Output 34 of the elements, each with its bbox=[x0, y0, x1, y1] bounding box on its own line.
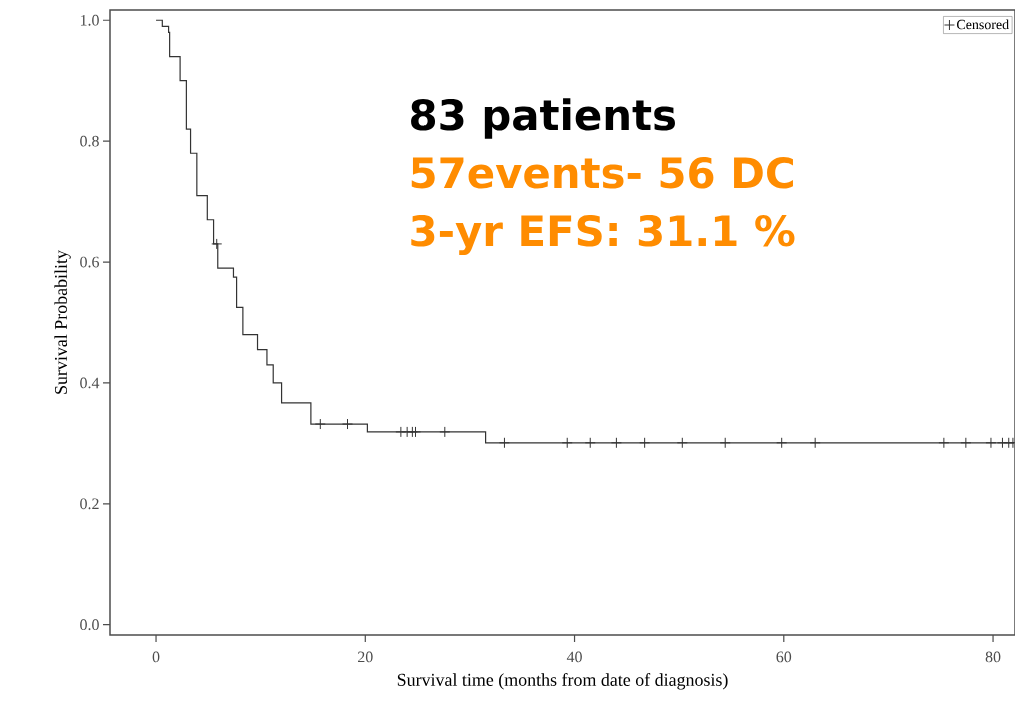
x-tick-label: 40 bbox=[566, 651, 582, 663]
y-tick-label: 0.6 bbox=[80, 256, 100, 268]
point bbox=[639, 437, 651, 449]
point bbox=[676, 437, 688, 449]
point bbox=[719, 437, 731, 449]
x-tick-label: 60 bbox=[776, 651, 792, 663]
point bbox=[985, 437, 997, 449]
point bbox=[314, 418, 326, 430]
point bbox=[960, 437, 972, 449]
x-tick-label: 80 bbox=[985, 651, 1001, 663]
point bbox=[498, 437, 510, 449]
point bbox=[584, 437, 596, 449]
point bbox=[938, 437, 950, 449]
point bbox=[776, 437, 788, 449]
y-tick-label: 1.0 bbox=[80, 14, 99, 26]
y-tick-label: 0.8 bbox=[80, 135, 99, 147]
x-axis-title: Survival time (months from date of diagnosis) bbox=[397, 673, 728, 690]
point bbox=[211, 238, 223, 250]
annotation: 3-yr EFS: 31.1 % bbox=[411, 214, 795, 256]
point bbox=[610, 437, 622, 449]
x-tick-label: 20 bbox=[358, 651, 373, 663]
point bbox=[809, 437, 821, 449]
y-axis-title: Survival Probability bbox=[54, 250, 71, 394]
x-tick-label: 0 bbox=[152, 651, 160, 663]
point bbox=[342, 418, 353, 430]
point bbox=[439, 426, 451, 438]
point bbox=[410, 426, 422, 438]
y-tick-label: 0.0 bbox=[80, 619, 99, 631]
legend-label: Censored bbox=[957, 19, 1009, 30]
y-tick-label: 0.4 bbox=[80, 377, 100, 389]
annotation: 83 patients bbox=[411, 98, 675, 139]
point bbox=[561, 437, 573, 449]
annotation: 57events- 56 DC bbox=[411, 156, 793, 189]
y-tick-label: 0.2 bbox=[80, 498, 99, 510]
